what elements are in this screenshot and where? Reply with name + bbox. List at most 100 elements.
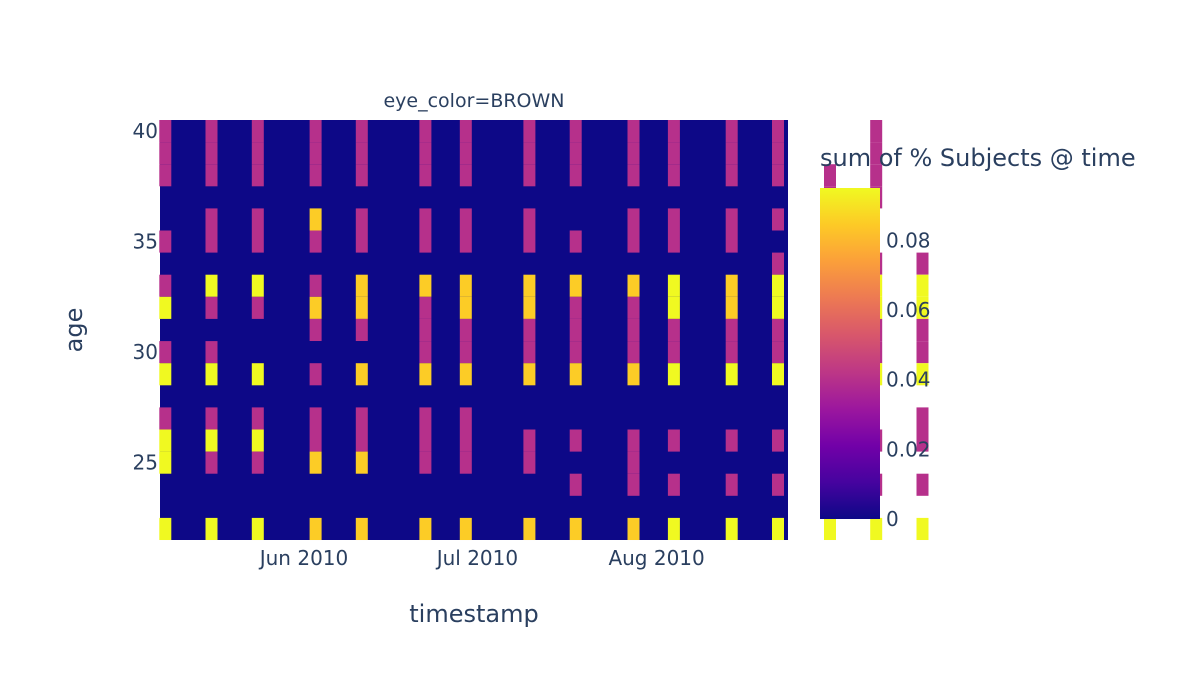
heatmap-cell: [309, 407, 322, 430]
heatmap-cell: [159, 363, 172, 386]
heatmap-cell: [419, 451, 432, 474]
heatmap-cell: [569, 164, 582, 187]
heatmap-cell: [772, 517, 784, 541]
heatmap-cell: [251, 363, 264, 386]
heatmap-cell: [569, 363, 582, 386]
x-tick-label: Aug 2010: [608, 546, 704, 570]
colorbar-ticks: 0 0.02 0.04 0.06 0.08: [886, 228, 931, 531]
heatmap-cell: [569, 517, 582, 541]
heatmap-cell: [667, 120, 680, 143]
heatmap-cell: [251, 230, 264, 253]
heatmap-cell: [159, 341, 172, 364]
heatmap-cell: [667, 363, 680, 386]
heatmap-cell: [309, 517, 322, 541]
heatmap-cell: [569, 341, 582, 364]
heatmap-cell: [205, 274, 218, 297]
heatmap-cell: [355, 208, 368, 231]
heatmap-cell: [523, 164, 536, 187]
heatmap-cell: [459, 429, 472, 452]
y-tick-label: 25: [133, 451, 158, 475]
heatmap-cell: [205, 208, 218, 231]
heatmap-cell: [309, 363, 322, 386]
heatmap-cell: [251, 164, 264, 187]
heatmap-cell: [627, 142, 640, 165]
heatmap-cell: [772, 208, 784, 231]
heatmap-cell: [419, 208, 432, 231]
heatmap-cell: [205, 363, 218, 386]
heatmap-cell: [309, 120, 322, 143]
heatmap-cell: [772, 142, 784, 165]
heatmap-cell: [419, 230, 432, 253]
heatmap-cell: [251, 296, 264, 319]
heatmap-cell: [355, 451, 368, 474]
heatmap-cell: [627, 274, 640, 297]
heatmap-cell: [824, 517, 836, 541]
heatmap-cell: [725, 208, 738, 231]
heatmap-cell: [419, 296, 432, 319]
heatmap-cell: [667, 318, 680, 342]
heatmap-cell: [419, 407, 432, 430]
heatmap-cell: [725, 142, 738, 165]
heatmap-cell: [870, 517, 883, 541]
heatmap-cell: [916, 252, 929, 275]
heatmap-cell: [419, 142, 432, 165]
heatmap-cell: [523, 517, 536, 541]
heatmap-cell: [725, 318, 738, 342]
heatmap-cell: [725, 230, 738, 253]
y-tick-label: 35: [133, 230, 158, 254]
heatmap-cell: [459, 341, 472, 364]
heatmap-cell: [355, 318, 368, 342]
heatmap-cell: [309, 451, 322, 474]
heatmap-cell: [772, 120, 784, 143]
heatmap-cell: [459, 363, 472, 386]
heatmap-cell: [523, 451, 536, 474]
heatmap-cell: [419, 274, 432, 297]
heatmap-cell: [251, 142, 264, 165]
heatmap-cell: [159, 407, 172, 430]
heatmap-cell: [627, 473, 640, 496]
heatmap-cell: [772, 363, 784, 386]
heatmap-cell: [627, 318, 640, 342]
heatmap-cell: [419, 164, 432, 187]
heatmap-cell: [772, 318, 784, 342]
heatmap-cell: [251, 120, 264, 143]
heatmap-cell: [355, 120, 368, 143]
heatmap-cell: [916, 407, 929, 430]
heatmap-cell: [309, 429, 322, 452]
heatmap-cell: [205, 517, 218, 541]
heatmap-cell: [667, 230, 680, 253]
heatmap-cell: [205, 164, 218, 187]
x-tick-label: Jul 2010: [435, 546, 518, 570]
heatmap-cell: [627, 230, 640, 253]
colorbar-tick-label: 0.08: [886, 228, 931, 252]
heatmap-cell: [916, 363, 929, 386]
colorbar-tick-label: 0.04: [886, 368, 931, 392]
heatmap-cell: [459, 274, 472, 297]
heatmap-cell: [667, 208, 680, 231]
heatmap-cell: [251, 451, 264, 474]
heatmap-cell: [772, 296, 784, 319]
heatmap-cell: [251, 517, 264, 541]
colorbar-tick-label: 0.02: [886, 437, 931, 461]
heatmap-cell: [419, 341, 432, 364]
heatmap-cell: [569, 429, 582, 452]
colorbar-tick-label: 0: [886, 507, 899, 531]
heatmap-cell: [205, 296, 218, 319]
heatmap-cell: [459, 208, 472, 231]
heatmap-cell: [419, 120, 432, 143]
heatmap-cell: [916, 296, 929, 319]
heatmap-cell: [523, 274, 536, 297]
y-axis-ticks: 25 30 35 40: [133, 119, 158, 475]
heatmap-cell: [772, 252, 784, 275]
heatmap-cell: [569, 473, 582, 496]
heatmap-cell: [523, 142, 536, 165]
heatmap-cell: [309, 318, 322, 342]
heatmap-cell: [523, 230, 536, 253]
heatmap-cell: [205, 429, 218, 452]
heatmap-cell: [205, 341, 218, 364]
heatmap-cell: [772, 274, 784, 297]
x-tick-label: Jun 2010: [258, 546, 349, 570]
heatmap-cell: [725, 473, 738, 496]
heatmap-cell: [523, 208, 536, 231]
